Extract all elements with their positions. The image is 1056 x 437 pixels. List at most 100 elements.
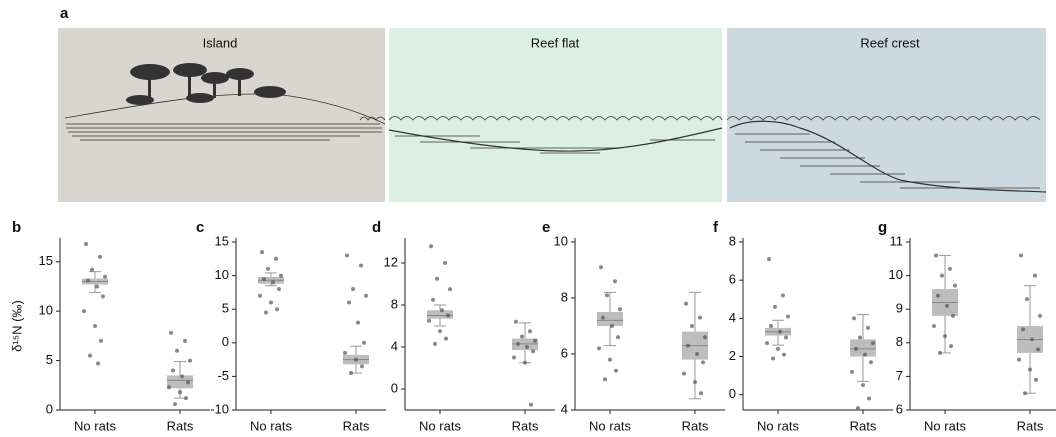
y-tick-label: 10 (889, 267, 903, 282)
point (364, 293, 368, 298)
y-tick-label: 5 (46, 352, 53, 367)
palm-trees (126, 63, 286, 105)
point (277, 287, 281, 292)
y-tick-label: 8 (729, 233, 736, 248)
y-tick-label: 4 (391, 338, 398, 353)
point (610, 324, 614, 328)
point (869, 360, 873, 365)
point (932, 324, 936, 328)
point (531, 349, 535, 354)
point (771, 356, 775, 361)
point (359, 263, 363, 268)
point (95, 284, 99, 289)
point (427, 318, 431, 323)
y-tick-label: 0 (222, 334, 229, 349)
x-tick-label: No rats (589, 418, 631, 433)
point (262, 276, 266, 281)
point (1019, 253, 1023, 258)
point (938, 350, 942, 355)
point (781, 293, 785, 298)
point (778, 329, 782, 334)
point (362, 340, 366, 345)
point (949, 344, 953, 349)
point (703, 335, 707, 340)
x-tick-label: No rats (757, 418, 799, 433)
point (438, 329, 442, 334)
point (618, 307, 622, 312)
point (512, 355, 516, 360)
point (1030, 337, 1034, 342)
panel-letter: f (713, 219, 719, 236)
point (871, 341, 875, 346)
point (856, 406, 860, 411)
point (520, 334, 524, 339)
point (684, 301, 688, 306)
point (184, 396, 188, 401)
point (698, 315, 702, 320)
y-tick-label: 8 (896, 334, 903, 349)
panel-a: a Island Reef flat Reef crest (58, 5, 1047, 202)
point (945, 303, 949, 308)
point (345, 253, 349, 258)
zone-label: Island (203, 35, 238, 50)
point (271, 280, 275, 285)
x-tick-label: Rats (850, 418, 877, 433)
point (275, 307, 279, 312)
point (690, 324, 694, 328)
x-tick-label: No rats (250, 418, 292, 433)
point (533, 338, 537, 343)
point (608, 357, 612, 362)
point (1038, 313, 1042, 318)
point (444, 336, 448, 341)
y-axis-label: δ¹⁵N (‰) (9, 300, 24, 352)
point (260, 250, 264, 255)
point (167, 385, 171, 390)
point (343, 350, 347, 355)
point (435, 276, 439, 281)
point (767, 257, 771, 262)
point (1025, 297, 1029, 302)
y-tick-label: 6 (729, 272, 736, 287)
panel-letter: a (60, 5, 69, 22)
point (523, 360, 527, 365)
y-tick-label: 10 (39, 303, 53, 318)
point (782, 352, 786, 357)
y-tick-label: 12 (384, 254, 398, 269)
panel-letter: e (542, 219, 550, 236)
y-tick-label: 0 (729, 386, 736, 401)
point (269, 300, 273, 305)
point (446, 313, 450, 318)
panel-letter: c (196, 219, 204, 236)
illustration-lines (64, 93, 1047, 193)
point (936, 293, 940, 298)
point (175, 348, 179, 353)
y-tick-label: 9 (896, 301, 903, 316)
point (1033, 273, 1037, 278)
point (940, 273, 944, 278)
x-tick-label: No rats (924, 418, 966, 433)
point (82, 309, 86, 314)
y-tick-label: 15 (215, 233, 229, 248)
reef-crest-zone (727, 28, 1046, 202)
point (349, 371, 353, 376)
x-tick-label: Rats (682, 418, 709, 433)
point (169, 330, 173, 335)
point (695, 352, 699, 356)
point (605, 293, 609, 298)
x-tick-label: Rats (1017, 418, 1044, 433)
point (776, 346, 780, 351)
point (93, 324, 97, 328)
point (601, 315, 605, 320)
point (360, 364, 364, 369)
point (88, 353, 92, 358)
point (274, 256, 278, 261)
point (863, 352, 867, 357)
point (98, 254, 102, 259)
point (682, 371, 686, 376)
point (99, 338, 103, 343)
x-tick-label: No rats (419, 418, 461, 433)
point (614, 368, 618, 373)
zone-label: Reef crest (860, 35, 920, 50)
y-tick-label: 10 (554, 233, 568, 248)
